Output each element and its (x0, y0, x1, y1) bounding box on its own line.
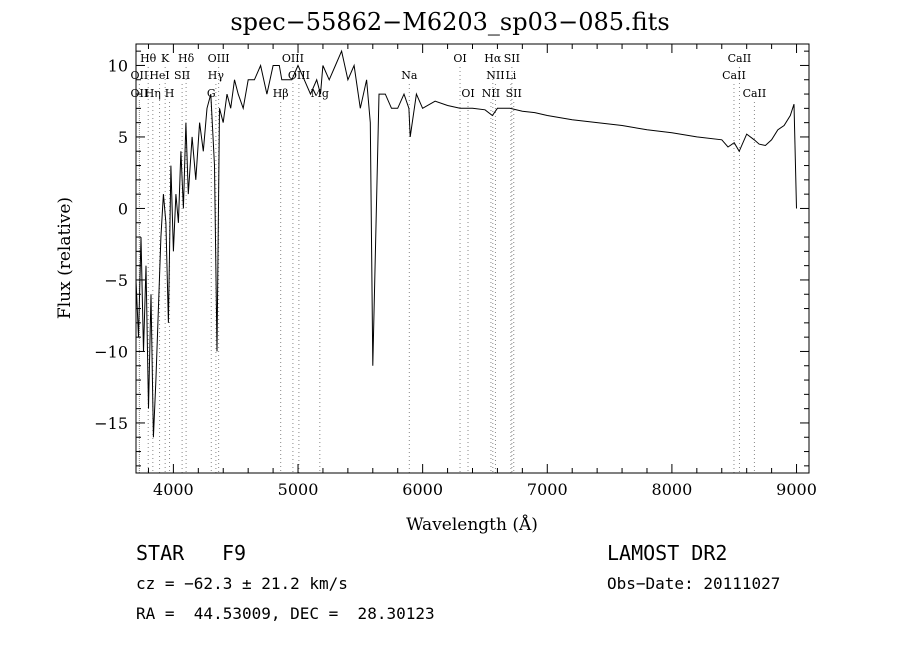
line-label: OI (461, 87, 474, 100)
x-tick-label: 8000 (652, 480, 693, 499)
y-tick-label: 5 (118, 128, 128, 147)
line-label: G (207, 87, 216, 100)
y-tick-label: −15 (94, 414, 128, 433)
y-axis-label: Flux (relative) (55, 197, 75, 319)
line-label: CaII (743, 87, 767, 100)
x-tick-label: 9000 (776, 480, 817, 499)
line-label: OI (453, 52, 466, 65)
line-label: OIII (288, 69, 310, 82)
line-label: Hβ (273, 87, 289, 100)
line-label: Hδ (178, 52, 195, 65)
line-label: OIII (282, 52, 304, 65)
redshift-velocity: cz = −62.3 ± 21.2 km/s (136, 574, 348, 593)
x-tick-label: 4000 (153, 480, 194, 499)
line-label: Hγ (208, 69, 225, 82)
x-axis-label: Wavelength (Å) (406, 514, 538, 535)
x-axis-ticks: 4000 5000 6000 7000 8000 9000 (147, 44, 817, 499)
line-label: Hη (145, 87, 161, 100)
object-subclass: F9 (222, 541, 247, 565)
line-label: NII (486, 69, 504, 82)
emission-line-markers (138, 67, 755, 473)
x-tick-label: 6000 (402, 480, 443, 499)
line-label: SII (504, 52, 520, 65)
y-tick-label: −10 (94, 342, 128, 361)
line-label: Na (401, 69, 418, 82)
line-label: OII (131, 87, 149, 100)
object-class: STAR (136, 541, 185, 565)
line-label: NII (482, 87, 500, 100)
y-tick-label: 10 (108, 56, 128, 75)
chart-title: spec−55862−M6203_sp03−085.fits (230, 8, 670, 36)
observation-date: Obs−Date: 20111027 (607, 574, 781, 593)
line-label: OII (131, 69, 149, 82)
line-label: Hα (484, 52, 502, 65)
line-label: OIII (208, 52, 230, 65)
line-label: CaII (722, 69, 746, 82)
line-label: K (161, 52, 170, 65)
spectrum-series-line (135, 49, 797, 438)
y-tick-label: −5 (104, 271, 128, 290)
line-label: SII (174, 69, 190, 82)
survey-name: LAMOST DR2 (607, 541, 728, 565)
line-label: CaII (728, 52, 752, 65)
line-label: Li (505, 69, 516, 82)
x-tick-label: 5000 (278, 480, 319, 499)
x-tick-label: 7000 (527, 480, 568, 499)
y-tick-label: 0 (118, 199, 128, 218)
line-label: SII (506, 87, 522, 100)
ra-dec-coordinates: RA = 44.53009, DEC = 28.30123 (136, 604, 435, 623)
y-axis-ticks: 10 5 0 −5 −10 −15 (94, 50, 809, 467)
line-label: Hθ (140, 52, 157, 65)
line-label: H (165, 87, 175, 100)
line-label: HeI (149, 69, 169, 82)
